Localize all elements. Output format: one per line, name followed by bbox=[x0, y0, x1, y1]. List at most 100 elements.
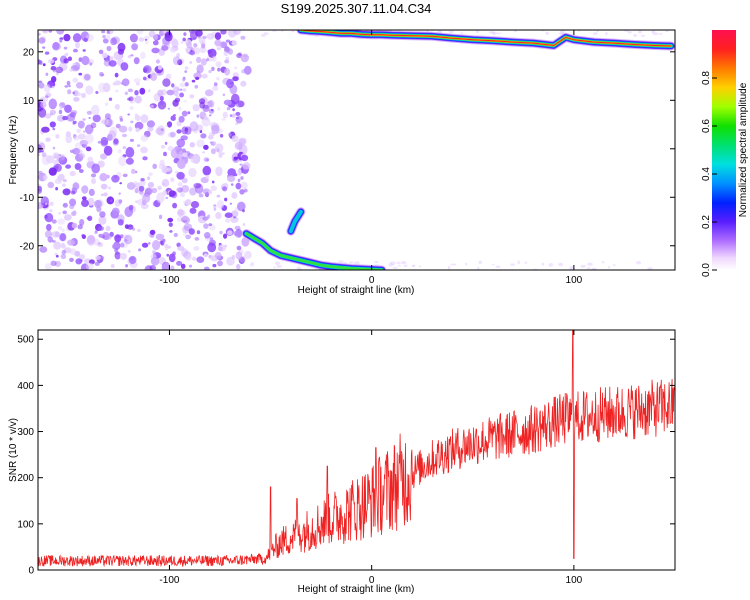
noise-speckle-dot bbox=[125, 264, 128, 268]
noise-speckle-dot bbox=[176, 138, 186, 148]
noise-speckle-dot bbox=[126, 224, 134, 230]
noise-speckle-dot bbox=[41, 154, 51, 166]
noise-speckle-dot bbox=[82, 144, 88, 149]
noise-speckle-dot bbox=[162, 78, 171, 87]
noise-speckle-dot bbox=[184, 70, 188, 73]
noise-speckle-dot bbox=[198, 193, 204, 198]
noise-speckle-dot bbox=[69, 248, 77, 255]
noise-speckle-dot bbox=[69, 257, 74, 262]
noise-speckle-dot bbox=[103, 192, 108, 197]
snr-x-ticks: -100 0 100 bbox=[159, 330, 583, 586]
noise-speckle-dot bbox=[100, 136, 109, 146]
noise-speckle-dot bbox=[40, 196, 49, 207]
noise-speckle-dot bbox=[232, 108, 235, 112]
noise-speckle-dot bbox=[238, 173, 242, 176]
noise-speckle-dot bbox=[97, 242, 101, 246]
noise-speckle-dot bbox=[191, 79, 196, 83]
noise-speckle-dot bbox=[477, 266, 480, 270]
noise-speckle-dot bbox=[88, 188, 95, 196]
noise-speckle-dot bbox=[169, 46, 176, 53]
noise-speckle-dot bbox=[196, 114, 200, 118]
noise-speckle-dot bbox=[179, 82, 186, 88]
noise-speckle-dot bbox=[117, 149, 122, 154]
noise-speckle-dot bbox=[106, 34, 111, 41]
noise-speckle-dot bbox=[475, 30, 480, 34]
noise-speckle-dot bbox=[234, 141, 243, 150]
noise-speckle-dot bbox=[241, 154, 249, 162]
noise-speckle-dot bbox=[161, 45, 169, 51]
noise-speckle-dot bbox=[218, 246, 223, 252]
noise-speckle-dot bbox=[231, 40, 237, 46]
noise-speckle-dot bbox=[235, 111, 241, 116]
noise-speckle-dot bbox=[242, 162, 251, 170]
noise-speckle-dot bbox=[110, 199, 113, 203]
noise-speckle-dot bbox=[601, 261, 605, 264]
noise-speckle-dot bbox=[65, 189, 69, 193]
noise-speckle-dot bbox=[185, 199, 192, 206]
noise-speckle-dot bbox=[38, 32, 41, 36]
colorbar-tick-label: 0.2 bbox=[701, 215, 712, 229]
noise-speckle-dot bbox=[66, 113, 76, 122]
noise-speckle-dot bbox=[239, 163, 243, 166]
noise-speckle-dot bbox=[119, 242, 125, 248]
noise-speckle-dot bbox=[55, 187, 58, 191]
noise-speckle-dot bbox=[49, 121, 56, 128]
noise-speckle-dot bbox=[204, 232, 211, 239]
noise-speckle-dot bbox=[108, 130, 117, 141]
noise-speckle-dot bbox=[53, 241, 62, 250]
y-tick-label: 200 bbox=[17, 473, 34, 484]
noise-speckle-dot bbox=[44, 212, 54, 223]
ridge-layer bbox=[241, 30, 675, 270]
noise-speckle-dot bbox=[244, 65, 252, 75]
noise-speckle-dot bbox=[59, 105, 63, 110]
noise-speckle-dot bbox=[106, 45, 112, 52]
noise-speckle-dot bbox=[202, 104, 210, 112]
noise-speckle-dot bbox=[243, 188, 248, 193]
noise-speckle-dot bbox=[126, 182, 136, 190]
noise-speckle-dot bbox=[636, 261, 642, 265]
noise-speckle-dot bbox=[78, 169, 84, 173]
noise-speckle-dot bbox=[214, 39, 222, 47]
noise-speckle-dot bbox=[129, 106, 134, 110]
noise-speckle-dot bbox=[651, 30, 656, 34]
noise-speckle-dot bbox=[86, 110, 93, 115]
noise-speckle-dot bbox=[396, 261, 401, 264]
noise-speckle-dot bbox=[121, 82, 124, 85]
noise-speckle-dot bbox=[94, 200, 102, 208]
noise-speckle-dot bbox=[156, 125, 166, 136]
noise-speckle-dot bbox=[168, 190, 176, 197]
noise-speckle-dot bbox=[177, 208, 184, 218]
noise-speckle-dot bbox=[134, 90, 139, 96]
noise-speckle-dot bbox=[148, 172, 154, 177]
noise-speckle-dot bbox=[79, 153, 85, 159]
noise-speckle-dot bbox=[216, 194, 221, 198]
noise-speckle-dot bbox=[47, 236, 54, 243]
noise-speckle-dot bbox=[72, 120, 77, 125]
noise-speckle-dot bbox=[176, 171, 185, 180]
noise-speckle-dot bbox=[82, 73, 92, 82]
noise-speckle-dot bbox=[81, 92, 86, 99]
noise-speckle-dot bbox=[199, 101, 205, 109]
noise-speckle-dot bbox=[202, 35, 207, 40]
noise-speckle-dot bbox=[389, 261, 396, 266]
noise-speckle-dot bbox=[175, 170, 179, 174]
noise-speckle-dot bbox=[196, 64, 204, 74]
noise-speckle-dot bbox=[137, 228, 141, 233]
noise-speckle-dot bbox=[57, 226, 63, 231]
noise-speckle-dot bbox=[67, 56, 72, 62]
noise-speckle-dot bbox=[42, 30, 49, 34]
noise-speckle-dot bbox=[558, 262, 564, 267]
noise-speckle-dot bbox=[118, 125, 128, 133]
noise-speckle-dot bbox=[61, 249, 67, 255]
noise-speckle-dot bbox=[242, 223, 246, 226]
noise-speckle-dot bbox=[195, 30, 203, 37]
noise-speckle-dot bbox=[182, 37, 186, 42]
noise-speckle-dot bbox=[51, 219, 57, 224]
noise-speckle-dot bbox=[40, 101, 47, 109]
noise-speckle-dot bbox=[176, 217, 183, 222]
noise-speckle-dot bbox=[144, 38, 148, 42]
noise-speckle-dot bbox=[128, 96, 134, 102]
noise-speckle-dot bbox=[140, 134, 148, 142]
noise-speckle-dot bbox=[169, 131, 176, 138]
